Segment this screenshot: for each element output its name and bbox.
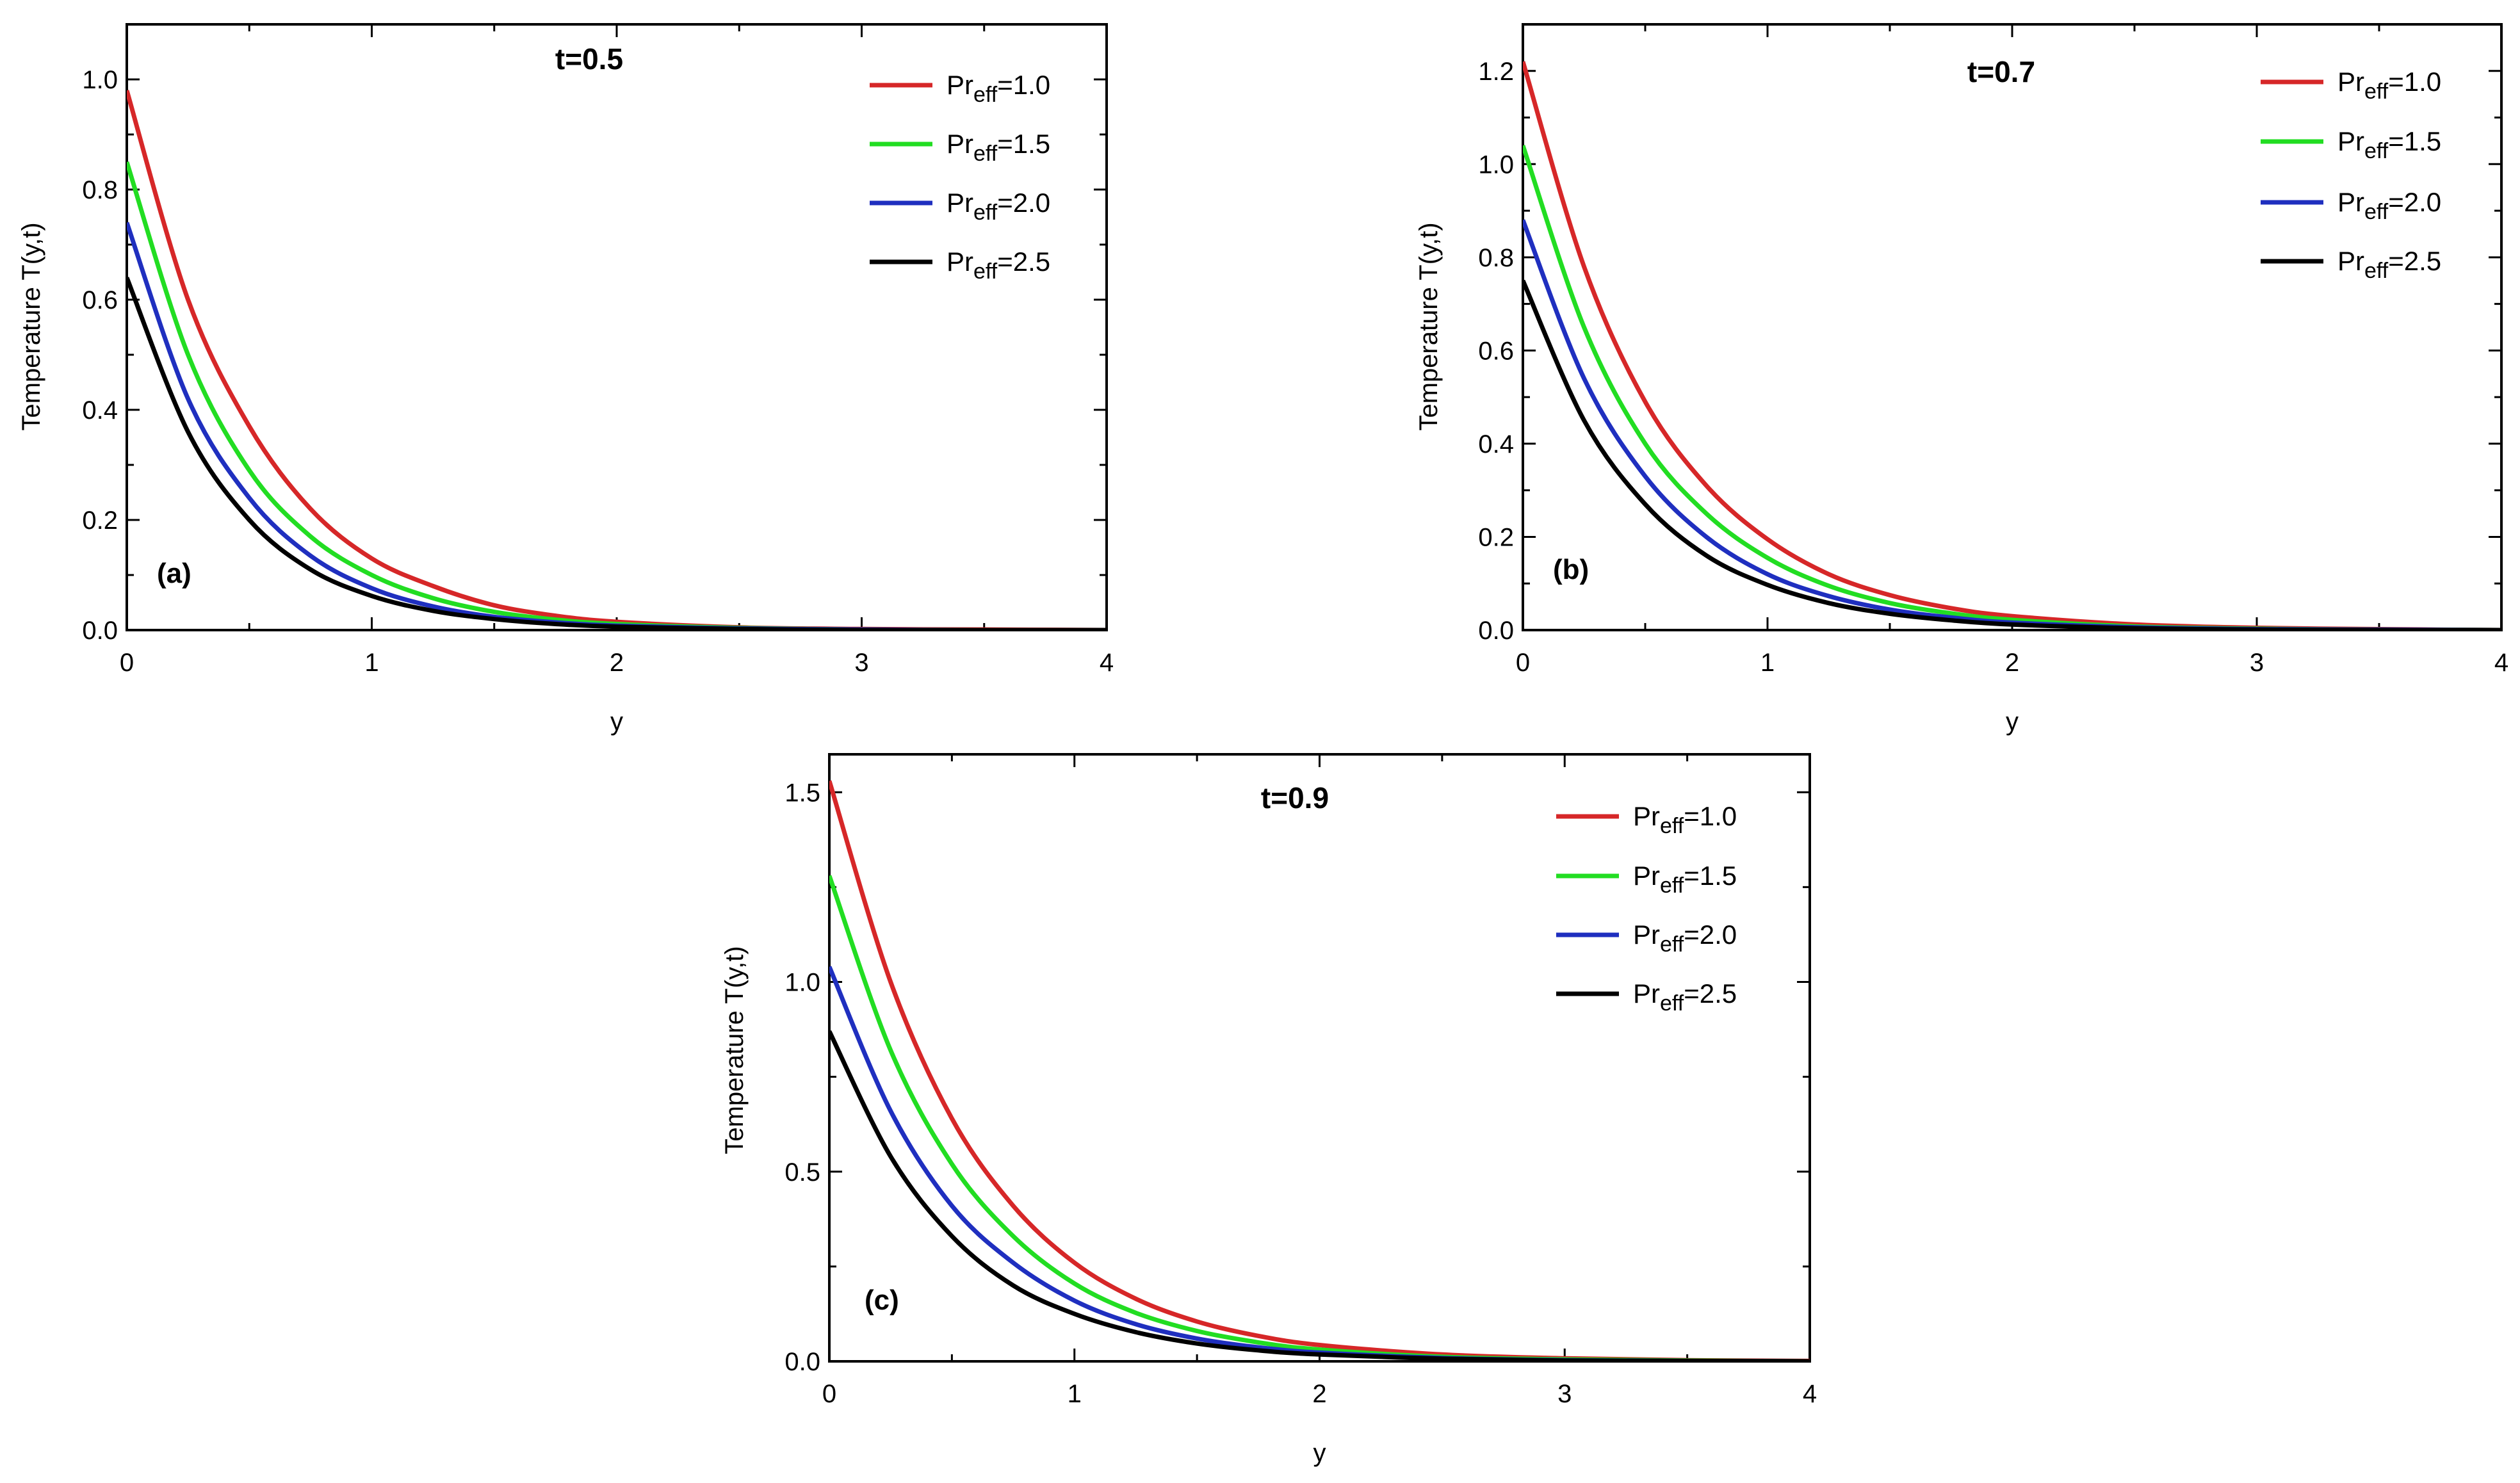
y-tick-label: 1.0 (82, 66, 118, 94)
series-line-pr-eff-1.0 (127, 90, 1107, 630)
x-tick-label: 3 (2250, 649, 2264, 677)
x-tick-label: 2 (2005, 649, 2019, 677)
plot-frame (828, 753, 1811, 1363)
y-tick-label: 0.8 (1478, 244, 1514, 272)
y-tick-label: 1.0 (784, 969, 820, 997)
y-tick-label: 1.2 (1478, 58, 1514, 86)
y-tick-label: 0.0 (1478, 617, 1514, 645)
chart-panel-c: 0 1 2 3 4 0.0 0.5 1.0 1.5 y Temperature T(y,t) t=0.… (720, 753, 1817, 1467)
series-line-pr-eff-2.0 (1523, 219, 2501, 630)
plot-frame (1522, 23, 2503, 631)
legend-entry-label: Preff=2.5 (1633, 978, 1737, 1016)
legend-entry-label: Preff=2.0 (2337, 187, 2441, 224)
y-tick-label: 0.6 (82, 286, 118, 314)
x-axis-title: y (1313, 1439, 1326, 1467)
panel-label: (b) (1553, 554, 1589, 585)
x-tick-label: 2 (1312, 1380, 1326, 1408)
x-axis-title: y (2006, 708, 2019, 736)
legend-entry-label: Preff=1.5 (1633, 861, 1737, 898)
plot-frame (126, 23, 1108, 631)
legend-entry-label: Preff=1.5 (2337, 126, 2441, 163)
legend-entry-label: Preff=2.5 (2337, 246, 2441, 283)
legend-entry-label: Preff=1.0 (2337, 67, 2441, 104)
legend-entry-label: Preff=1.0 (947, 70, 1050, 107)
y-tick-label: 0.2 (82, 506, 118, 535)
series-line-pr-eff-2.0 (127, 222, 1107, 630)
series-line-pr-eff-2.5 (1523, 279, 2501, 630)
x-tick-label: 1 (364, 649, 378, 677)
panel-label: (c) (865, 1284, 899, 1316)
y-tick-label: 0.5 (784, 1158, 820, 1187)
legend-entry-label: Preff=1.5 (947, 129, 1050, 166)
chart-panel-a: 0 1 2 3 4 0.0 0.2 0.4 0.6 0.8 1.0 y Temperature T(y,… (17, 23, 1114, 736)
y-axis-title: Temperature T(y,t) (720, 946, 749, 1154)
x-tick-label: 0 (822, 1380, 836, 1408)
series-line-pr-eff-2.0 (829, 966, 1810, 1361)
y-tick-label: 0.0 (82, 617, 118, 645)
x-tick-label: 3 (1557, 1380, 1572, 1408)
y-tick-label: 0.4 (82, 396, 118, 425)
legend-entry-label: Preff=1.0 (1633, 801, 1737, 838)
x-tick-label: 1 (1068, 1380, 1082, 1408)
y-tick-label: 0.6 (1478, 337, 1514, 365)
x-tick-label: 1 (1760, 649, 1775, 677)
y-tick-label: 1.5 (784, 779, 820, 807)
series-line-pr-eff-1.5 (1523, 145, 2501, 630)
x-tick-label: 2 (610, 649, 624, 677)
time-label: t=0.7 (1967, 55, 2035, 88)
y-tick-label: 0.8 (82, 176, 118, 204)
x-tick-label: 4 (2494, 649, 2508, 677)
series-line-pr-eff-2.5 (127, 277, 1107, 630)
series-line-pr-eff-1.5 (127, 161, 1107, 630)
series-line-pr-eff-2.5 (829, 1030, 1810, 1361)
y-axis-title: Temperature T(y,t) (1415, 222, 1443, 430)
series-line-pr-eff-1.0 (829, 780, 1810, 1361)
time-label: t=0.9 (1261, 781, 1329, 814)
y-tick-label: 0.4 (1478, 430, 1514, 458)
legend: Preff=1.0 Preff=1.5 Preff=2.0 Preff=2.5 (1556, 801, 1737, 1016)
time-label: t=0.5 (555, 42, 623, 76)
x-tick-label: 0 (120, 649, 134, 677)
x-tick-label: 3 (854, 649, 868, 677)
x-tick-label: 4 (1803, 1380, 1817, 1408)
legend: Preff=1.0 Preff=1.5 Preff=2.0 Preff=2.5 (2261, 67, 2441, 283)
y-tick-label: 0.2 (1478, 523, 1514, 551)
legend: Preff=1.0 Preff=1.5 Preff=2.0 Preff=2.5 (870, 70, 1050, 284)
panel-label: (a) (157, 558, 191, 589)
x-axis-title: y (610, 708, 623, 736)
y-axis-title: Temperature T(y,t) (17, 222, 45, 430)
chart-panel-b: 0 1 2 3 4 0.0 0.2 0.4 0.6 0.8 1.0 1.2 y Temperature T… (1415, 23, 2508, 736)
x-tick-label: 4 (1100, 649, 1114, 677)
legend-entry-label: Preff=2.5 (947, 247, 1050, 284)
legend-entry-label: Preff=2.0 (1633, 920, 1737, 957)
legend-entry-label: Preff=2.0 (947, 188, 1050, 225)
x-tick-label: 0 (1516, 649, 1530, 677)
y-tick-label: 0.0 (784, 1348, 820, 1376)
y-tick-label: 1.0 (1478, 150, 1514, 179)
